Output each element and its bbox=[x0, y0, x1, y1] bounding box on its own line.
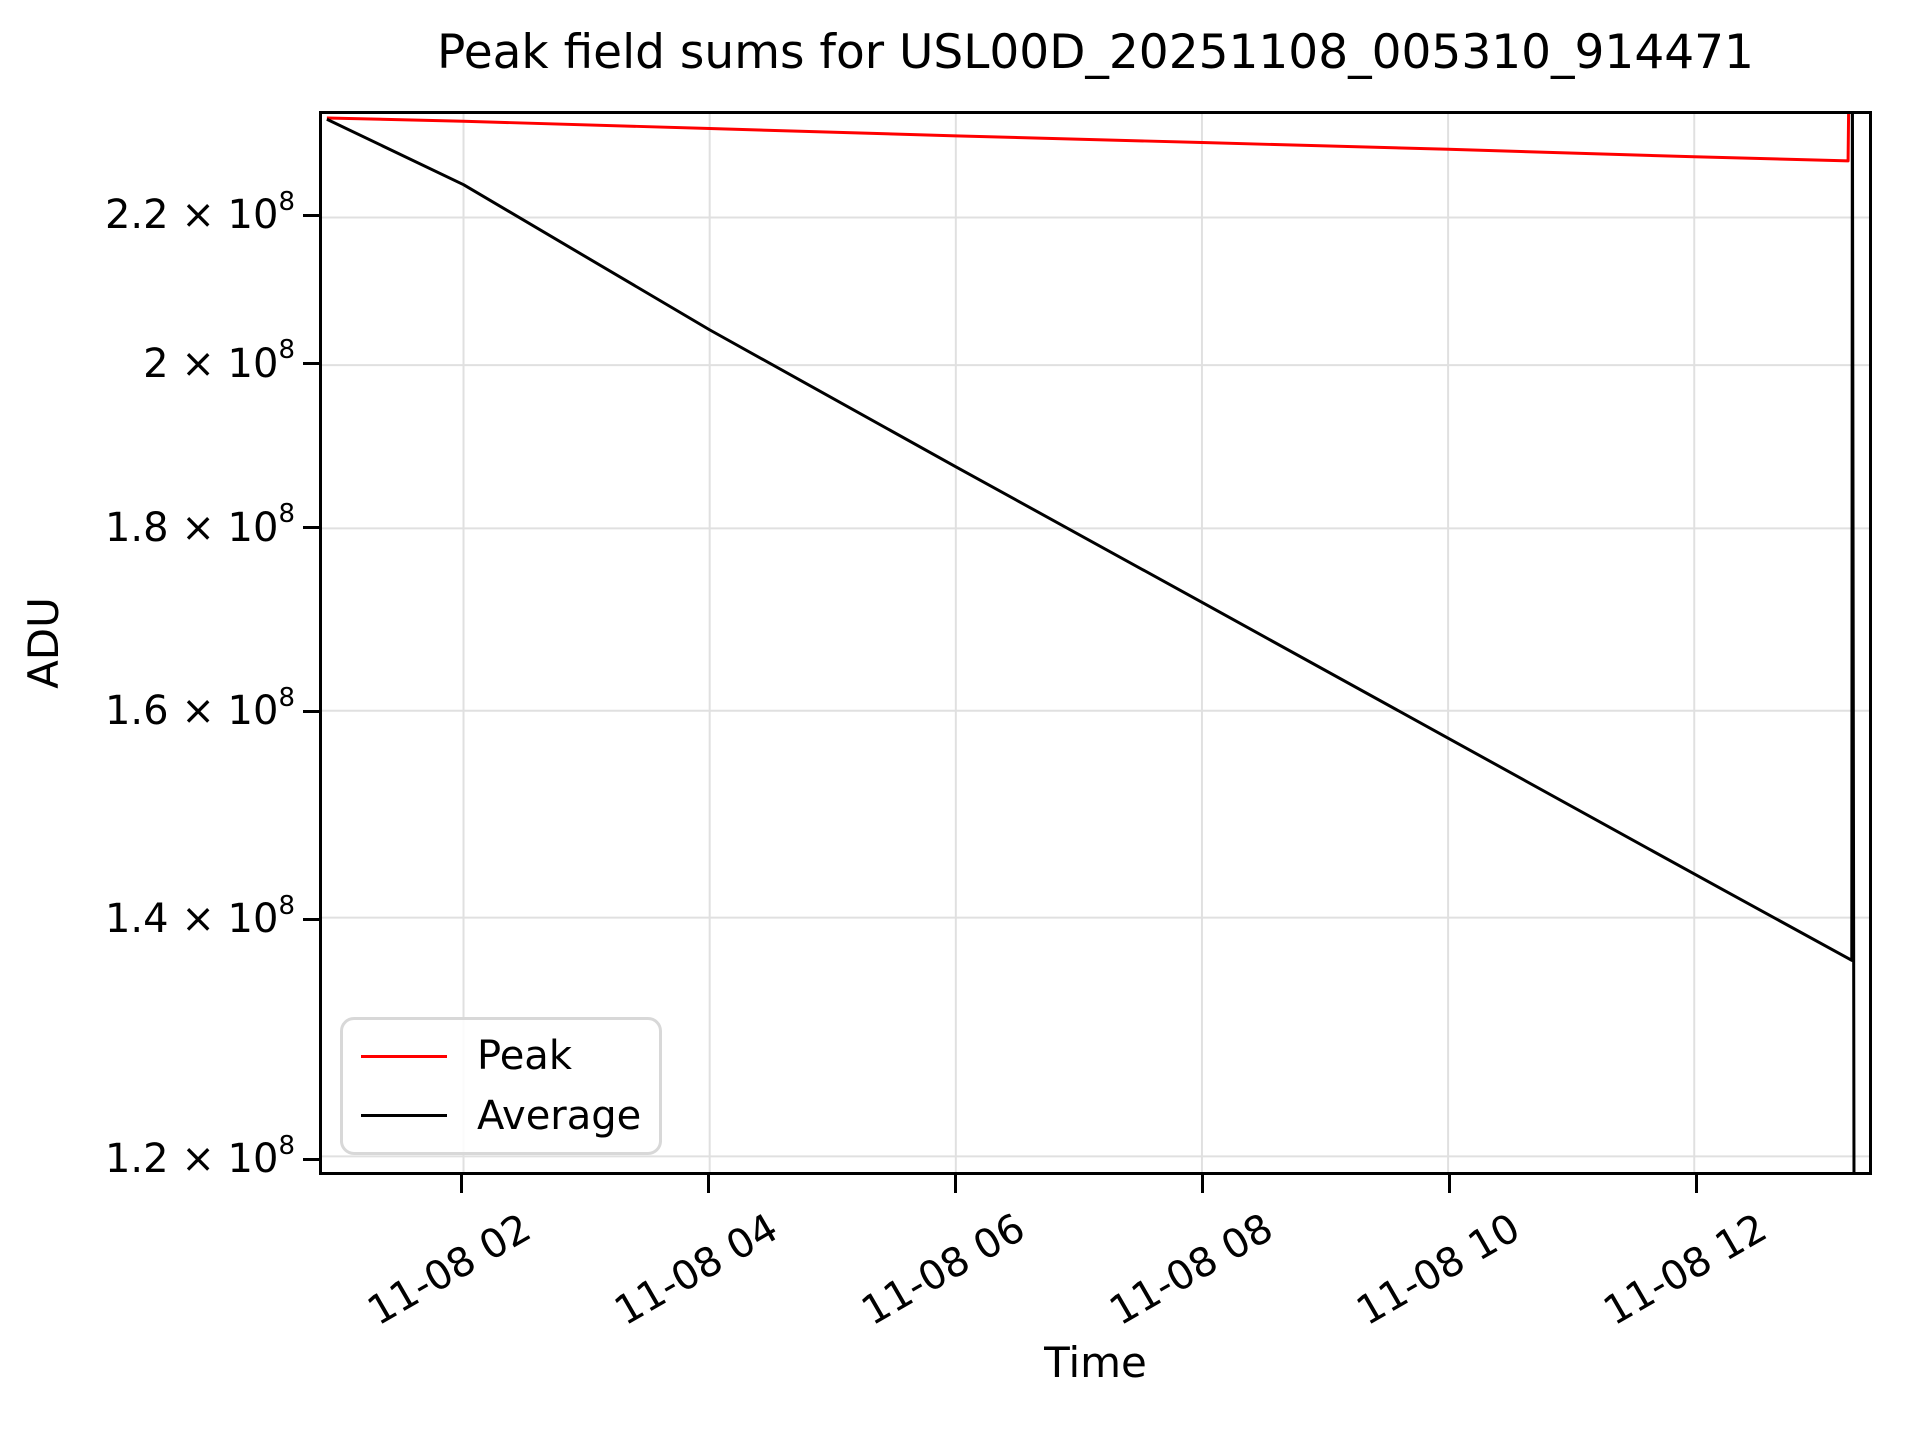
y-tick-mark bbox=[303, 709, 319, 713]
x-tick-label: 11-08 06 bbox=[854, 1205, 1034, 1335]
legend-label: Peak bbox=[477, 1033, 572, 1080]
x-tick-mark bbox=[1695, 1175, 1699, 1193]
x-tick-mark bbox=[706, 1175, 710, 1193]
legend-item-peak: Peak bbox=[361, 1033, 659, 1079]
x-tick-mark bbox=[1447, 1175, 1451, 1193]
x-tick-label: 11-08 04 bbox=[607, 1205, 787, 1335]
x-tick-label: 11-08 02 bbox=[360, 1205, 540, 1335]
plot-canvas bbox=[322, 114, 1869, 1172]
y-tick-mark bbox=[303, 526, 319, 530]
chart-title: Peak field sums for USL00D_20251108_0053… bbox=[437, 25, 1754, 80]
y-tick-label: 2.2 × 108 bbox=[104, 186, 295, 239]
legend-item-average: Average bbox=[361, 1093, 659, 1139]
x-tick-mark bbox=[1200, 1175, 1204, 1193]
x-tick-label: 11-08 10 bbox=[1348, 1205, 1528, 1335]
legend: Peak Average bbox=[340, 1017, 662, 1155]
series-line-average bbox=[326, 114, 1856, 1172]
y-tick-label: 1.6 × 108 bbox=[104, 682, 295, 735]
y-tick-label: 1.8 × 108 bbox=[104, 499, 295, 551]
legend-line-sample bbox=[361, 1114, 447, 1118]
series-line-peak bbox=[326, 114, 1851, 163]
y-tick-mark bbox=[303, 917, 319, 921]
legend-label: Average bbox=[477, 1092, 642, 1139]
y-tick-label: 2 × 108 bbox=[143, 335, 295, 387]
x-tick-label: 11-08 08 bbox=[1101, 1205, 1281, 1335]
x-axis-label: Time bbox=[1044, 1338, 1147, 1387]
plot-area bbox=[319, 111, 1872, 1175]
x-tick-label: 11-08 12 bbox=[1595, 1205, 1775, 1335]
y-tick-mark bbox=[303, 1157, 319, 1161]
x-tick-mark bbox=[459, 1175, 463, 1193]
x-tick-mark bbox=[953, 1175, 957, 1193]
y-tick-mark bbox=[303, 213, 319, 217]
y-tick-label: 1.2 × 108 bbox=[104, 1131, 295, 1183]
legend-line-sample bbox=[361, 1054, 447, 1058]
y-tick-label: 1.4 × 108 bbox=[104, 890, 295, 943]
y-tick-mark bbox=[303, 362, 319, 366]
